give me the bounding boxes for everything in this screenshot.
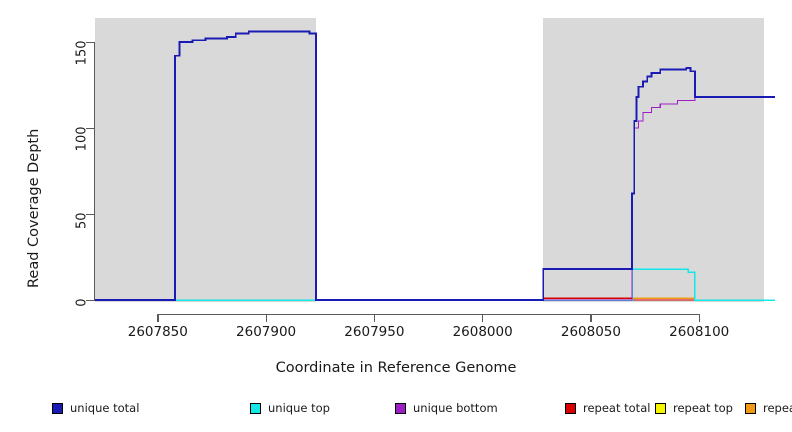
x-tick-label-2608100: 2608100 xyxy=(669,324,730,340)
legend-swatch-icon xyxy=(395,402,406,414)
y-tick-label-150: 150 xyxy=(74,40,90,66)
y-tick-100 xyxy=(86,127,95,129)
x-tick-label-2608000: 2608000 xyxy=(452,324,513,340)
y-tick-50 xyxy=(86,213,95,215)
legend-item-repeat-top: repeat top xyxy=(655,398,733,418)
chart-legend: unique total unique top unique bottom repea… xyxy=(0,398,792,420)
legend-label: unique bottom xyxy=(413,401,498,415)
y-tick-0 xyxy=(86,299,95,301)
series-line-unique-bottom xyxy=(95,31,775,301)
series-line-unique-total xyxy=(95,30,775,301)
x-axis-line xyxy=(157,314,700,316)
legend-item-repeat-total: repeat total xyxy=(565,398,650,418)
legend-item-unique-total: unique total xyxy=(52,398,139,418)
x-tick-label-2607950: 2607950 xyxy=(344,324,405,340)
x-tick-2607900 xyxy=(265,314,267,322)
y-tick-label-0: 0 xyxy=(74,298,90,307)
legend-item-unique-top: unique top xyxy=(250,398,330,418)
legend-label: repeat top xyxy=(673,401,733,415)
series-layer xyxy=(95,30,775,301)
legend-label: repeat bottom xyxy=(763,401,792,415)
x-tick-label-2607900: 2607900 xyxy=(236,324,297,340)
legend-label: unique total xyxy=(70,401,140,415)
y-tick-label-50: 50 xyxy=(74,212,90,230)
y-tick-150 xyxy=(86,41,95,43)
x-tick-label-2607850: 2607850 xyxy=(127,324,188,340)
x-axis-title: Coordinate in Reference Genome xyxy=(275,360,517,376)
legend-swatch-icon xyxy=(655,402,666,414)
x-tick-2608100 xyxy=(698,314,700,322)
legend-item-repeat-bottom: repeat bottom xyxy=(745,398,792,418)
y-axis-line xyxy=(94,42,96,301)
legend-swatch-icon xyxy=(52,402,63,414)
legend-swatch-icon xyxy=(250,402,261,414)
x-tick-2608000 xyxy=(482,314,484,322)
x-tick-label-2608050: 2608050 xyxy=(560,324,621,340)
x-tick-2607950 xyxy=(373,314,376,322)
x-tick-2608050 xyxy=(590,314,592,322)
plot-area xyxy=(95,18,775,302)
y-tick-label-100: 100 xyxy=(74,126,90,152)
legend-swatch-icon xyxy=(745,402,756,414)
series-line-unique-top xyxy=(95,268,775,301)
legend-label: unique top xyxy=(268,401,330,415)
shaded-region-1 xyxy=(543,18,765,302)
x-tick-2607850 xyxy=(157,314,159,322)
legend-label: repeat total xyxy=(583,401,651,415)
legend-swatch-icon xyxy=(565,402,576,414)
shaded-region-0 xyxy=(95,18,316,302)
y-axis-title: Read Coverage Depth xyxy=(26,128,42,288)
legend-item-unique-bottom: unique bottom xyxy=(395,398,498,418)
